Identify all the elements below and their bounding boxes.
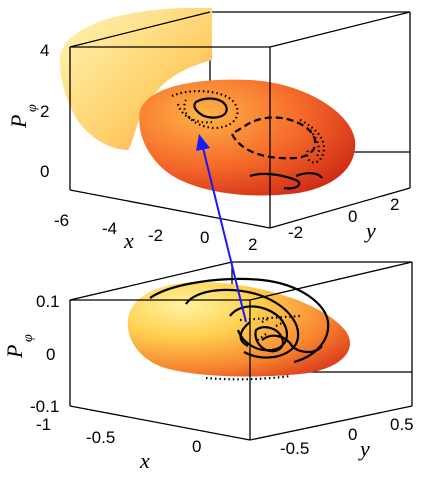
bottom-box-front (69, 261, 413, 441)
bottom-x-ticks: -1 -0.5 0 (36, 415, 201, 456)
top-y-ticks: -2 0 2 (288, 195, 399, 242)
blue-arrow (196, 134, 247, 323)
bottom-z-tick-2: -0.1 (30, 397, 59, 416)
top-x-axis-label: x (123, 228, 134, 253)
bottom-surface-body (127, 282, 350, 377)
arrow-head-icon (196, 134, 210, 151)
bottom-y-tick-0: -0.5 (280, 439, 309, 458)
top-x-tick-2: -2 (148, 226, 163, 245)
bottom-z-axis-letter: P (2, 345, 27, 359)
top-y-tick-0: -2 (288, 223, 303, 242)
top-z-axis-label: P φ (6, 104, 40, 129)
bottom-z-tick-0: 0.1 (36, 292, 60, 311)
top-y-tick-1: 0 (348, 207, 357, 226)
top-z-axis-letter: P (6, 115, 31, 129)
top-box-front (69, 11, 411, 229)
top-z-ticks: 4 2 0 (40, 41, 49, 181)
top-x-tick-1: -4 (102, 219, 117, 238)
top-orbits (171, 89, 326, 190)
bottom-x-tick-1: -0.5 (86, 428, 115, 447)
bottom-x-tick-2: 0 (192, 437, 201, 456)
bottom-x-tick-0: -1 (36, 415, 51, 434)
bottom-y-tick-2: 0.5 (390, 415, 414, 434)
top-surface-tube (60, 8, 212, 150)
bottom-panel: 0.1 0 -0.1 -1 -0.5 0 -0.5 0 0.5 P φ x y (2, 261, 414, 473)
top-x-ticks: -6 -4 -2 0 2 (54, 211, 257, 254)
top-z-tick-1: 2 (40, 102, 49, 121)
top-z-axis-subscript: φ (25, 104, 40, 112)
bottom-z-tick-1: 0 (46, 345, 55, 364)
top-y-tick-2: 2 (390, 195, 399, 214)
bottom-y-ticks: -0.5 0 0.5 (280, 415, 414, 458)
bottom-z-axis-label: P φ (2, 334, 36, 359)
bottom-y-tick-1: 0 (348, 425, 357, 444)
top-z-tick-0: 4 (40, 41, 49, 60)
top-x-tick-3: 0 (200, 228, 209, 247)
top-x-tick-4: 2 (248, 235, 257, 254)
bottom-z-axis-subscript: φ (21, 334, 36, 342)
top-panel: 4 2 0 -6 -4 -2 0 2 -2 0 2 P φ x y (6, 8, 411, 254)
bottom-z-ticks: 0.1 0 -0.1 (30, 292, 60, 416)
bottom-y-axis-label: y (358, 436, 370, 461)
top-x-tick-0: -6 (54, 211, 69, 230)
top-z-tick-2: 0 (40, 162, 49, 181)
top-y-axis-label: y (364, 218, 376, 243)
bottom-x-axis-label: x (139, 448, 150, 473)
top-surface-body (139, 79, 356, 196)
